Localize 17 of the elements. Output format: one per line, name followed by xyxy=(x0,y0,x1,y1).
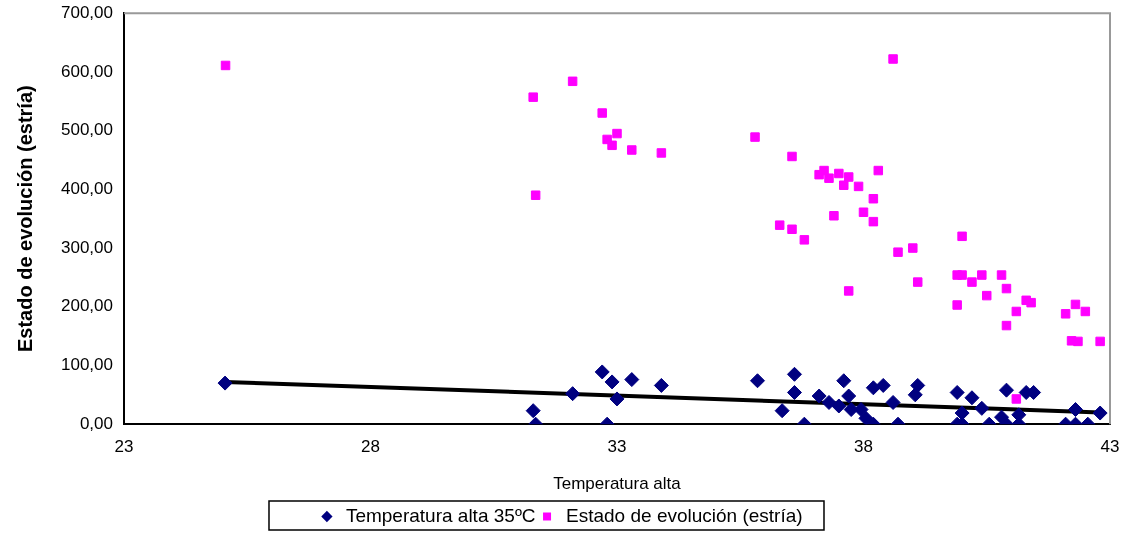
x-tick-label: 43 xyxy=(1100,437,1120,457)
y-tick-label: 300,00 xyxy=(61,237,113,257)
legend-label: Temperatura alta 35ºC xyxy=(345,504,536,526)
y-tick-label: 100,00 xyxy=(61,355,113,375)
y-tick-label: 400,00 xyxy=(61,179,113,199)
y-tick-label: 700,00 xyxy=(61,2,113,22)
x-tick-label: 23 xyxy=(114,437,134,457)
x-tick-label: 38 xyxy=(854,437,873,457)
y-tick-label: 600,00 xyxy=(61,61,113,81)
y-tick-label: 0,00 xyxy=(79,413,113,433)
legend-label: Estado de evolución (estría) xyxy=(566,504,803,526)
x-tick-label: 28 xyxy=(361,437,380,457)
x-tick-label: 33 xyxy=(607,437,627,457)
y-tick-label: 500,00 xyxy=(61,120,113,140)
y-tick-label: 200,00 xyxy=(61,296,113,316)
y-axis-title: Estado de evolución (estría) xyxy=(13,85,36,353)
x-axis-title: Temperatura alta xyxy=(553,474,682,494)
